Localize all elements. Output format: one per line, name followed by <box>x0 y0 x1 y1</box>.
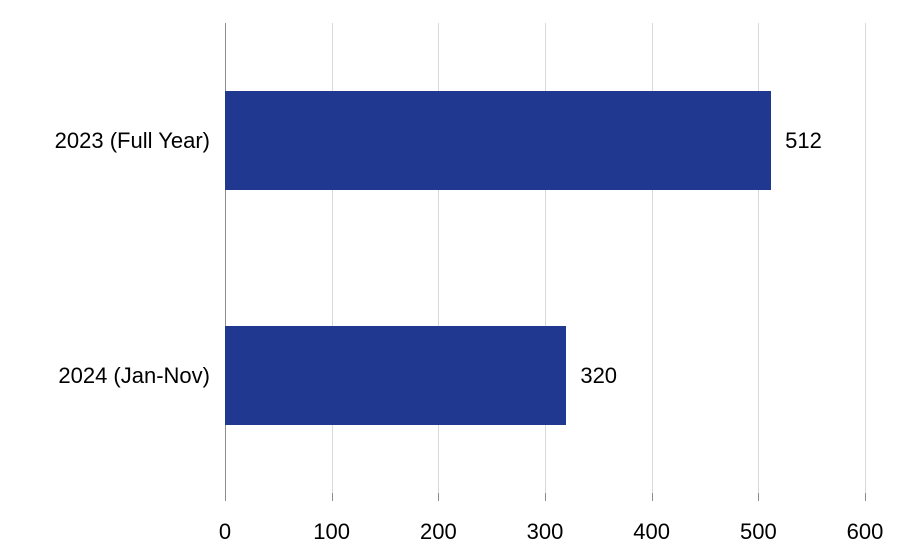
x-tick <box>865 493 866 501</box>
x-tick <box>438 493 439 501</box>
x-tick-label: 200 <box>420 519 457 545</box>
x-tick-label: 300 <box>527 519 564 545</box>
x-tick <box>545 493 546 501</box>
category-label: 2023 (Full Year) <box>55 128 210 154</box>
x-tick-label: 100 <box>313 519 350 545</box>
x-tick-label: 0 <box>219 519 231 545</box>
bar <box>225 326 566 425</box>
category-label: 2024 (Jan-Nov) <box>58 363 210 389</box>
bar-chart: 0 100 200 300 400 500 600 512 2023 (Full Year) 32… <box>0 0 921 558</box>
x-tick <box>758 493 759 501</box>
plot-area <box>225 23 865 493</box>
x-tick <box>332 493 333 501</box>
x-tick <box>225 493 226 501</box>
x-tick <box>652 493 653 501</box>
gridline <box>865 23 866 493</box>
x-tick-label: 600 <box>847 519 884 545</box>
bar <box>225 91 771 190</box>
x-tick-label: 500 <box>740 519 777 545</box>
bar-value-label: 512 <box>785 128 822 154</box>
bar-value-label: 320 <box>580 363 617 389</box>
x-tick-label: 400 <box>633 519 670 545</box>
